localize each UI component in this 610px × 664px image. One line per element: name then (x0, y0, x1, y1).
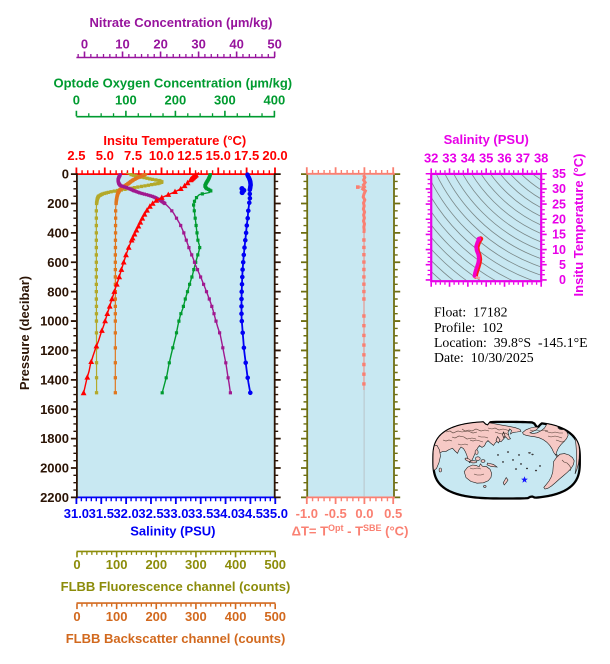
svg-text:400: 400 (225, 609, 247, 624)
svg-text:Pressure (decibar): Pressure (decibar) (17, 276, 32, 390)
svg-text:Float: 17182: Float: 17182 (434, 305, 508, 320)
svg-text:33.0: 33.0 (163, 506, 188, 521)
svg-text:32.5: 32.5 (138, 506, 163, 521)
svg-text:34: 34 (461, 151, 476, 166)
svg-text:FLBB Backscatter channel (coun: FLBB Backscatter channel (counts) (66, 631, 286, 646)
svg-text:5.0: 5.0 (96, 148, 114, 163)
svg-text:200: 200 (47, 196, 69, 211)
svg-text:0: 0 (559, 273, 566, 287)
svg-text:35.0: 35.0 (263, 506, 288, 521)
svg-text:300: 300 (185, 609, 207, 624)
svg-text:400: 400 (264, 93, 286, 108)
svg-text:200: 200 (145, 609, 167, 624)
svg-text:17.5: 17.5 (234, 148, 259, 163)
svg-text:Salinity (PSU): Salinity (PSU) (130, 524, 215, 539)
svg-text:15.0: 15.0 (206, 148, 231, 163)
svg-text:7.5: 7.5 (124, 148, 142, 163)
svg-text:40: 40 (229, 37, 243, 52)
svg-text:200: 200 (145, 557, 167, 572)
svg-text:12.5: 12.5 (177, 148, 202, 163)
svg-text:100: 100 (106, 557, 128, 572)
svg-text:15: 15 (552, 228, 566, 242)
svg-text:20: 20 (552, 213, 566, 227)
svg-text:Insitu Temperature (°C): Insitu Temperature (°C) (571, 154, 586, 297)
svg-text:10: 10 (115, 37, 129, 52)
svg-text:2200: 2200 (40, 490, 69, 505)
svg-text:33: 33 (442, 151, 456, 166)
svg-text:-1.0: -1.0 (296, 506, 318, 521)
svg-text:2.5: 2.5 (67, 148, 85, 163)
svg-text:25: 25 (552, 197, 566, 211)
svg-text:2000: 2000 (40, 461, 69, 476)
svg-text:300: 300 (185, 557, 207, 572)
svg-text:Insitu Temperature (°C): Insitu Temperature (°C) (103, 133, 246, 148)
svg-text:800: 800 (47, 284, 69, 299)
svg-text:0: 0 (62, 167, 69, 182)
svg-text:Profile: 102: Profile: 102 (434, 320, 503, 335)
svg-text:Nitrate Concentration (µm/kg): Nitrate Concentration (µm/kg) (89, 15, 272, 30)
svg-text:50: 50 (267, 37, 281, 52)
svg-text:0: 0 (73, 557, 80, 572)
svg-text:36: 36 (497, 151, 511, 166)
svg-text:33.5: 33.5 (188, 506, 213, 521)
svg-text:10.0: 10.0 (149, 148, 174, 163)
svg-text:-0.5: -0.5 (324, 506, 346, 521)
svg-text:31.0: 31.0 (64, 506, 89, 521)
svg-text:100: 100 (115, 93, 137, 108)
svg-text:31.5: 31.5 (89, 506, 114, 521)
svg-text:37: 37 (516, 151, 530, 166)
svg-text:0: 0 (73, 93, 80, 108)
svg-text:0.0: 0.0 (355, 506, 373, 521)
svg-text:Date: 10/30/2025: Date: 10/30/2025 (434, 350, 534, 365)
svg-text:Salinity (PSU): Salinity (PSU) (444, 132, 529, 147)
svg-text:600: 600 (47, 255, 69, 270)
svg-text:35: 35 (479, 151, 493, 166)
svg-text:30: 30 (552, 182, 566, 196)
svg-text:0.5: 0.5 (384, 506, 402, 521)
svg-text:0: 0 (73, 609, 80, 624)
svg-text:FLBB Fluorescence channel (cou: FLBB Fluorescence channel (counts) (61, 579, 291, 594)
svg-text:500: 500 (264, 557, 286, 572)
svg-text:20.0: 20.0 (262, 148, 287, 163)
svg-text:32.0: 32.0 (113, 506, 138, 521)
svg-text:300: 300 (214, 93, 236, 108)
svg-text:34.5: 34.5 (238, 506, 263, 521)
svg-text:400: 400 (47, 226, 69, 241)
svg-text:400: 400 (225, 557, 247, 572)
svg-text:1000: 1000 (40, 314, 69, 329)
svg-text:35: 35 (552, 167, 566, 181)
svg-text:1200: 1200 (40, 343, 69, 358)
svg-text:Location: 39.8°S -145.1°E: Location: 39.8°S -145.1°E (434, 335, 588, 350)
svg-text:Optode Oxygen Concentration (µ: Optode Oxygen Concentration (µm/kg) (53, 75, 292, 90)
svg-text:ΔT= TOpt - TSBE (°C): ΔT= TOpt - TSBE (°C) (292, 523, 409, 539)
svg-text:100: 100 (106, 609, 128, 624)
svg-text:0: 0 (81, 37, 88, 52)
svg-text:10: 10 (552, 243, 566, 257)
svg-text:30: 30 (191, 37, 205, 52)
svg-text:20: 20 (153, 37, 167, 52)
svg-text:200: 200 (165, 93, 187, 108)
svg-text:1800: 1800 (40, 431, 69, 446)
svg-text:38: 38 (534, 151, 548, 166)
svg-text:1400: 1400 (40, 372, 69, 387)
svg-text:1600: 1600 (40, 402, 69, 417)
svg-text:5: 5 (559, 258, 566, 272)
svg-text:32: 32 (424, 151, 438, 166)
svg-text:34.0: 34.0 (213, 506, 238, 521)
svg-text:500: 500 (264, 609, 286, 624)
